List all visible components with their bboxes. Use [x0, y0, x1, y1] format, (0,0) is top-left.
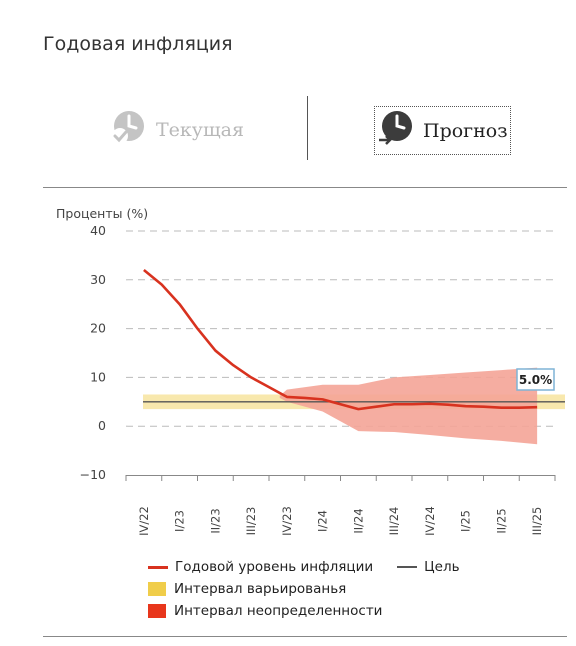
top-divider [43, 187, 567, 188]
x-tick-label: IV/22 [137, 506, 151, 536]
chart-legend: Годовой уровень инфляции Цель Интервал в… [148, 556, 460, 622]
x-tick-label: I/25 [459, 510, 473, 532]
clock-check-icon [110, 108, 148, 151]
x-tick-label: IV/24 [423, 506, 437, 536]
legend-swatch-variation [148, 582, 166, 596]
x-tick-label: IV/23 [280, 506, 294, 536]
x-tick-label: II/23 [208, 508, 222, 533]
bottom-divider [43, 636, 567, 637]
x-tick-label: II/25 [494, 508, 508, 533]
y-tick-label: 40 [90, 223, 106, 238]
legend-item-uncertainty: Интервал неопределенности [148, 603, 382, 619]
clock-forecast-icon [377, 109, 415, 152]
y-tick-label: −10 [80, 467, 106, 482]
legend-swatch-uncertainty [148, 604, 166, 618]
x-tick-label: III/24 [387, 507, 401, 536]
legend-item-variation: Интервал варьированья [148, 581, 346, 597]
x-tick-label: III/25 [530, 507, 544, 536]
uncertainty-band [279, 367, 538, 445]
legend-item-target: Цель [397, 559, 460, 575]
x-tick-label: II/24 [351, 508, 365, 533]
y-tick-label: 20 [90, 321, 106, 336]
y-tick-label: 30 [90, 272, 106, 287]
legend-item-inflation: Годовой уровень инфляции [148, 559, 373, 575]
legend-label-uncertainty: Интервал неопределенности [174, 603, 383, 619]
y-tick-label: 10 [90, 369, 106, 384]
legend-swatch-target [397, 566, 418, 568]
forecast-toggle-label: Прогноз [423, 119, 508, 142]
current-toggle-button[interactable]: Текущая [110, 108, 244, 151]
y-tick-label: 0 [98, 418, 106, 433]
y-axis-title: Проценты (%) [56, 206, 148, 221]
x-tick-label: III/23 [244, 507, 258, 536]
legend-swatch-inflation [148, 565, 168, 569]
current-toggle-label: Текущая [156, 118, 244, 141]
annotation-label: 5.0% [519, 373, 552, 387]
annotation-box [516, 368, 555, 391]
forecast-toggle-button[interactable]: Прогноз [374, 106, 511, 155]
legend-label-variation: Интервал варьированья [174, 581, 347, 597]
legend-label-inflation: Годовой уровень инфляции [175, 559, 374, 575]
toggle-divider [307, 96, 308, 160]
inflation-line [143, 269, 538, 411]
page-title: Годовая инфляция [43, 33, 233, 55]
x-tick-label: I/24 [316, 510, 330, 532]
legend-label-target: Цель [424, 559, 460, 575]
x-tick-label: I/23 [173, 510, 187, 532]
